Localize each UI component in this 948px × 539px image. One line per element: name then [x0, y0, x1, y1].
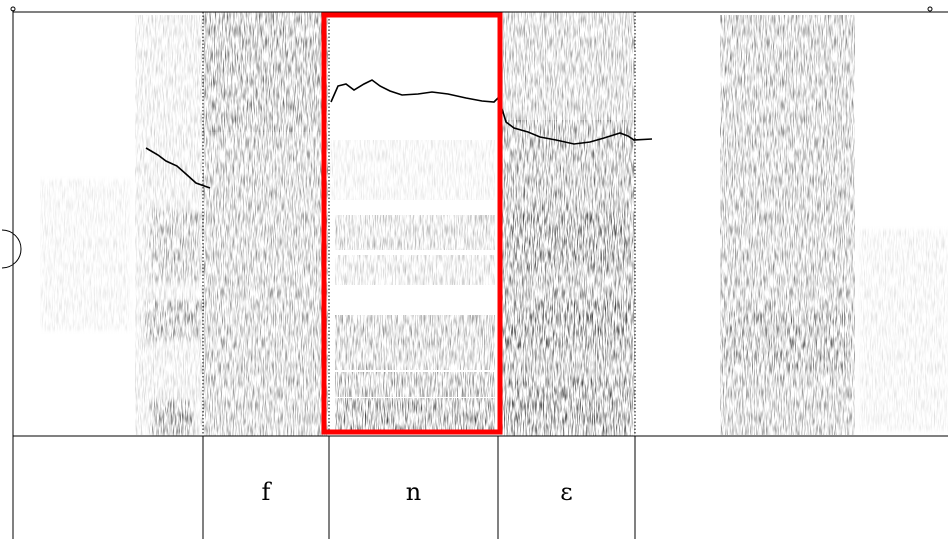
- corner-mark-left: [10, 6, 16, 12]
- pitch-contour: [145, 79, 653, 189]
- segment-label: ɛ: [560, 478, 572, 506]
- tier-boundaries: [202, 436, 636, 539]
- segment-label: f: [262, 478, 273, 506]
- segment-label: n: [406, 478, 421, 506]
- spectrogram: [40, 12, 948, 436]
- frame: [12, 10, 948, 539]
- corner-mark-right: [927, 6, 933, 12]
- left-edge-arc: [1, 229, 22, 269]
- highlight-box: [321, 12, 503, 435]
